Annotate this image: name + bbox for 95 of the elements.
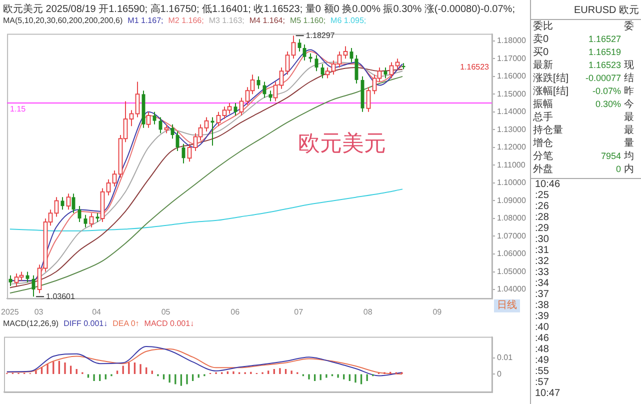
text: 最新 (533, 60, 553, 71)
text: :55 (535, 366, 550, 377)
y-tick-label: 1.12000 (497, 142, 526, 152)
y-tick-label: 1.13000 (497, 124, 526, 134)
text: 最 (624, 125, 634, 136)
text: :57 (535, 377, 550, 388)
text: 结 (624, 73, 634, 84)
line-series (9, 188, 404, 232)
x-tick-label: 2025 (1, 307, 20, 316)
text: M1 1.167; (128, 16, 164, 25)
x-tick-label: 03 (34, 307, 44, 316)
text: 外盘 (533, 164, 553, 175)
text: EURUSD 欧元 (531, 0, 641, 20)
y-tick-label: 1.18000 (497, 36, 526, 46)
text: 0 (616, 164, 621, 174)
text: 内 (624, 164, 634, 175)
x-tick-label: 06 (230, 307, 240, 316)
text: 委 (624, 21, 634, 32)
text: 增仓 (533, 138, 553, 149)
y-tick-label: 1.04000 (497, 284, 526, 294)
text: 10:47 (535, 388, 562, 399)
text: 1.16519 (588, 47, 621, 57)
text: :34 (535, 278, 550, 289)
text: -0.00077 (585, 73, 621, 83)
y-tick-label: 1.11000 (497, 160, 526, 170)
y-tick-label: 1.14000 (497, 107, 526, 116)
x-tick-label: 07 (294, 307, 304, 316)
annotation: 1.03601 (46, 292, 76, 301)
text: :25 (535, 190, 550, 201)
text: 卖0 (533, 34, 549, 45)
x-tick-label: 04 (92, 307, 102, 316)
text: M5 1.160; (290, 16, 326, 25)
text: 委比 (533, 21, 553, 32)
text: 均 (624, 151, 634, 162)
text: 最 (624, 112, 634, 123)
text: :28 (535, 212, 550, 223)
text: :49 (535, 355, 550, 366)
text: :37 (535, 289, 550, 300)
text: M2 1.166; (168, 16, 204, 25)
x-tick-label: 05 (161, 307, 171, 316)
text: 买0 (533, 47, 549, 58)
text: 涨跌[结] (533, 73, 569, 84)
text: DIFF 0.001↓ (64, 319, 108, 328)
y-tick-label: 1.05000 (497, 266, 526, 276)
text: 今 (624, 99, 634, 110)
y-tick-label: 1.16000 (497, 72, 526, 81)
y-tick-label: 1.10000 (497, 178, 526, 188)
text: 量 (624, 138, 634, 149)
chart-title: 欧元美元 2025/08/19 开1.16590; 高1.16750; 低1.16401; 收1.16523; 量0 额0 换0.00% 振0.30% 涨(-0.00080)-0.07%; (3, 2, 515, 16)
text: :39 (535, 311, 550, 322)
text: 昨 (624, 86, 634, 97)
text: :46 (535, 333, 550, 344)
chart-subtitle: MACD(12,26,9) (3, 319, 59, 328)
text: :31 (535, 245, 550, 256)
y-tick-label: 1.06000 (497, 249, 526, 258)
text: 涨幅[结] (533, 86, 569, 97)
text: MACD 0.001↓ (144, 319, 194, 328)
text: M4 1.164; (249, 16, 285, 25)
text: 振幅 (533, 99, 553, 110)
text: 7954 (600, 151, 621, 161)
annotation: 1.16523 (460, 62, 490, 72)
x-tick-label: 08 (363, 307, 373, 316)
text: M3 1.163; (208, 16, 244, 25)
text: 现 (624, 60, 634, 71)
y-tick-label: 1.07000 (497, 231, 526, 240)
y-tick-label: 1.15000 (497, 89, 526, 98)
text: :30 (535, 234, 550, 245)
text: :33 (535, 267, 550, 278)
text: :40 (535, 322, 550, 333)
chart-subtitle: MA(5,10,20,30,60,200,200,200,6) (3, 16, 123, 25)
text: -0.07% (592, 86, 621, 96)
text: 分笔 (533, 151, 553, 162)
text: 1.16527 (588, 34, 621, 44)
text: :29 (535, 223, 550, 234)
text: 持仓量 (533, 125, 563, 136)
y-tick-label: 0 (497, 369, 502, 378)
text: :38 (535, 300, 550, 311)
text: :26 (535, 201, 550, 212)
y-tick-label: 0.01 (497, 353, 514, 362)
annotation: 欧元美元 (298, 132, 386, 157)
ref-line-label: 1.15 (10, 104, 26, 114)
y-tick-label: 1.08000 (497, 214, 526, 223)
text: :32 (535, 256, 550, 267)
text: :48 (535, 344, 550, 355)
text: 10:46 (535, 179, 562, 190)
text: 0.30% (595, 99, 621, 109)
text: M6 1.095; (330, 16, 366, 25)
text: 1.16523 (588, 60, 621, 70)
y-tick-label: 1.17000 (497, 54, 526, 63)
text: 日线 (497, 298, 517, 311)
y-tick-label: 1.09000 (497, 196, 526, 205)
text: DEA 0↑ (112, 319, 140, 328)
x-tick-label: 09 (432, 307, 442, 316)
annotation: 1.18297 (306, 30, 336, 40)
text: 总手 (533, 112, 553, 123)
